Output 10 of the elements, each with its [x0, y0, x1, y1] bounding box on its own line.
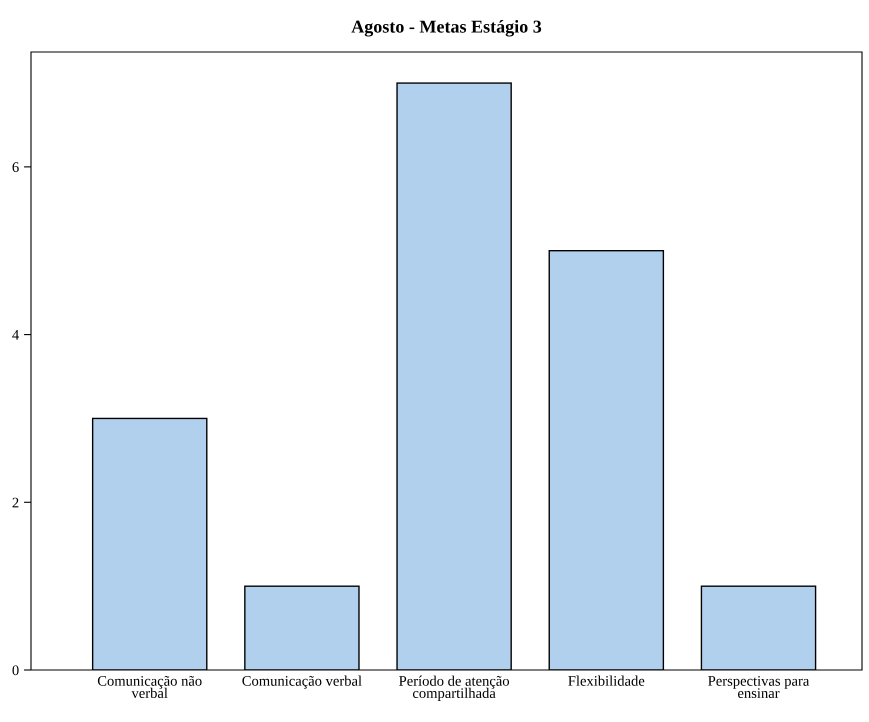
- x-tick-label: Perspectivas para ensinar: [708, 676, 810, 698]
- x-tick-label: Período de atenção compartilhada: [399, 676, 510, 702]
- y-tick-label: 2: [12, 498, 18, 508]
- x-tick-label: Comunicação não verbal: [98, 676, 202, 698]
- y-tick-label: 0: [12, 665, 19, 676]
- x-tick-label: Flexibilidade: [568, 676, 644, 686]
- chart-title: Agosto - Metas Estágio 3: [351, 20, 542, 37]
- x-tick-label: Comunicação verbal: [242, 676, 362, 689]
- y-tick-label: 4: [12, 330, 19, 340]
- y-tick-label: 6: [12, 162, 19, 172]
